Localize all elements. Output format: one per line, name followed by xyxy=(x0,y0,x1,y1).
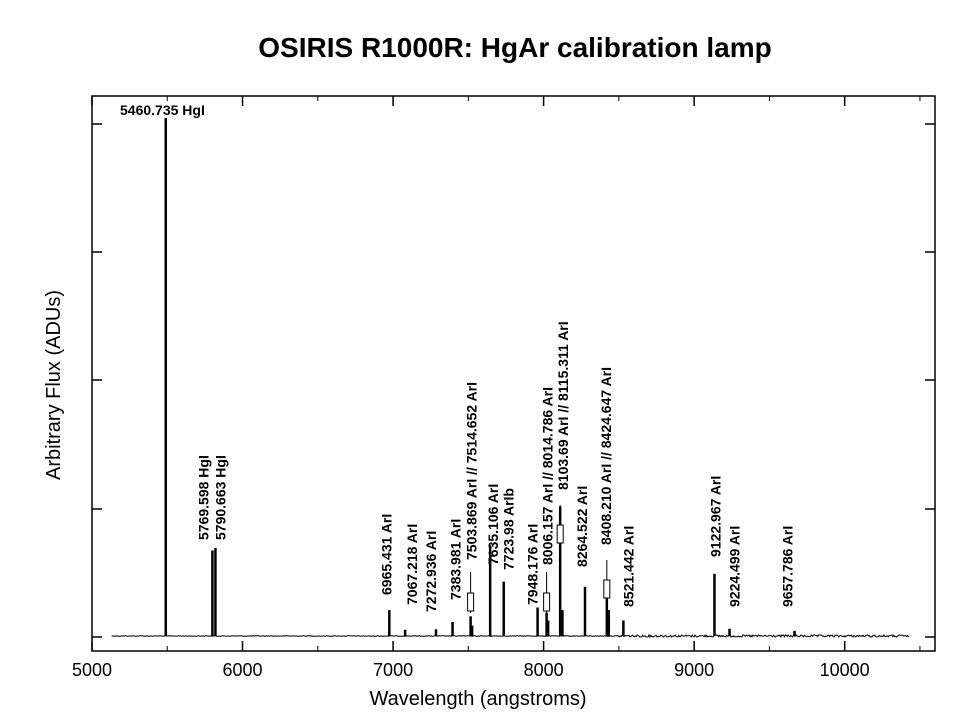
line-label: 8103.69 ArI // 8115.311 ArI xyxy=(555,321,571,490)
y-axis-label: Arbitrary Flux (ADUs) xyxy=(43,290,65,480)
line-labels: 5460.735 HgI 5769.598 HgI 5790.663 HgI 6965… xyxy=(120,102,796,612)
line-label: 9122.967 ArI xyxy=(708,476,724,557)
blend-marker-box xyxy=(543,592,551,612)
chart-title: OSIRIS R1000R: HgAr calibration lamp xyxy=(258,32,771,63)
blend-marker-box xyxy=(467,592,475,612)
line-label: 9224.499 ArI xyxy=(727,526,743,607)
line-label: 6965.431 ArI xyxy=(378,514,394,595)
plot-frame xyxy=(91,95,936,652)
axis-ticks: 5000 6000 7000 8000 9000 10000 xyxy=(72,96,935,680)
x-tick-label: 5000 xyxy=(72,660,112,680)
x-axis-label: Wavelength (angstroms) xyxy=(369,688,586,710)
line-label: 8264.522 ArI xyxy=(574,486,590,567)
emission-peaks xyxy=(164,118,796,636)
blend-markers xyxy=(467,505,611,613)
line-label: 8006.157 ArI // 8014.786 ArI xyxy=(540,387,556,565)
continuum-noise xyxy=(111,633,910,639)
blend-marker-box xyxy=(603,579,611,599)
line-label: 5460.735 HgI xyxy=(120,102,205,118)
x-tick-label: 10000 xyxy=(820,660,870,680)
line-label: 8521.442 ArI xyxy=(620,526,636,607)
line-label: 8408.210 ArI // 8424.647 ArI xyxy=(598,367,614,545)
line-label: 7383.981 ArI xyxy=(448,519,464,600)
line-label: 9657.786 ArI xyxy=(780,526,796,607)
x-tick-label: 7000 xyxy=(373,660,413,680)
line-label: 7635.106 ArI xyxy=(485,484,501,565)
x-tick-label: 6000 xyxy=(223,660,263,680)
continuum-line xyxy=(111,633,910,639)
blend-marker-box xyxy=(556,524,564,544)
x-tick-label: 9000 xyxy=(674,660,714,680)
line-label: 7503.869 ArI // 7514.652 ArI xyxy=(464,382,480,560)
line-label: 7723.98 ArIb xyxy=(501,488,517,570)
line-label: 5790.663 HgI xyxy=(212,455,228,540)
line-label: 7067.218 ArI xyxy=(404,524,420,605)
line-label: 5769.598 HgI xyxy=(195,455,211,540)
line-label: 7948.176 ArI xyxy=(525,524,541,605)
line-label: 7272.936 ArI xyxy=(423,531,439,612)
x-tick-label: 8000 xyxy=(524,660,564,680)
